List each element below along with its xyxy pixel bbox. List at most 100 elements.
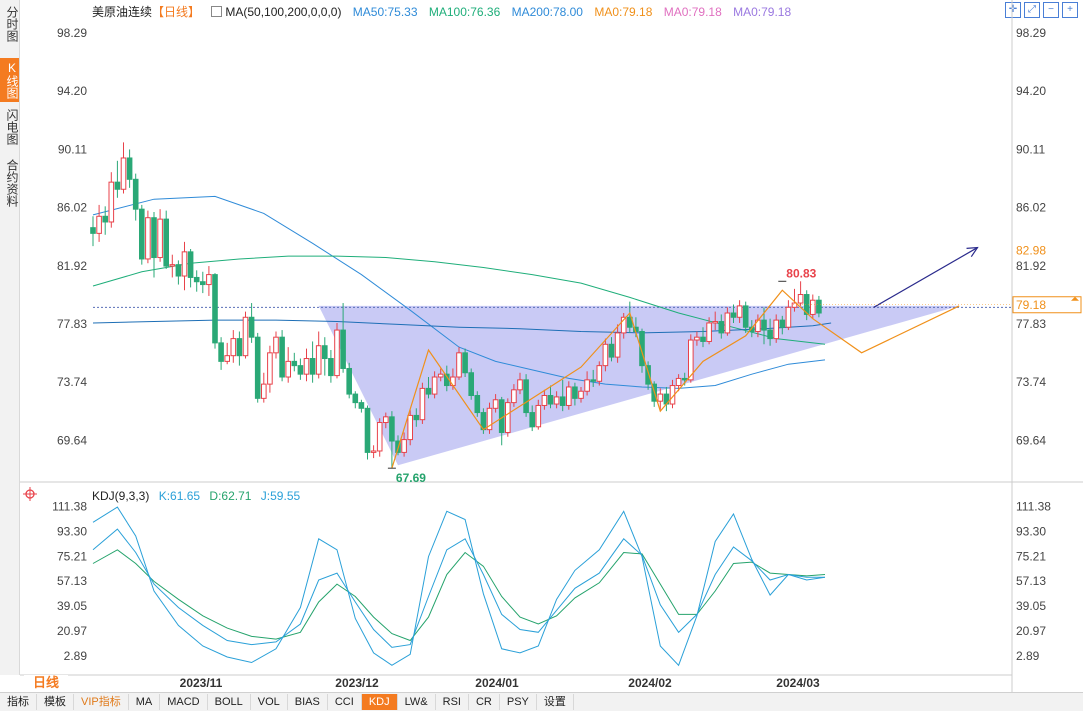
candle-body — [346, 367, 352, 395]
candle-body — [108, 181, 115, 223]
low-label: 67.69 — [396, 471, 426, 485]
candle-body — [706, 322, 712, 342]
kdj-spec[interactable]: KDJ(9,3,3) — [92, 489, 150, 503]
candle-body — [639, 330, 645, 367]
ma-spec[interactable]: MA(50,100,200,0,0,0) — [211, 5, 341, 19]
candle-body — [657, 393, 664, 402]
candle-body — [425, 387, 432, 395]
candle-body — [279, 336, 285, 378]
kdj-tick-left: 75.21 — [57, 549, 87, 563]
toolbar-item[interactable]: VIP指标 — [74, 694, 129, 710]
kdj-k-line — [92, 528, 825, 648]
toolbar-item[interactable]: KDJ — [361, 694, 398, 710]
x-tick-label: 2023/11 — [180, 676, 223, 690]
candle-body — [352, 393, 359, 404]
candle-body — [712, 321, 719, 324]
candle-body — [572, 386, 578, 399]
y-tick-left: 81.92 — [57, 259, 87, 273]
candle-body — [291, 360, 298, 367]
candle-body — [114, 181, 121, 190]
candle-body — [608, 343, 615, 358]
tab-flash[interactable]: 闪电图 — [5, 109, 19, 145]
zoom-out-icon[interactable]: − — [1043, 2, 1059, 18]
candle-body — [254, 336, 261, 399]
last-price-box — [1012, 296, 1082, 314]
kdj-d-line — [92, 549, 826, 642]
kdj-tick-left: 2.89 — [64, 649, 88, 663]
candle-body — [437, 373, 444, 378]
toolbar-item[interactable]: BIAS — [288, 694, 328, 710]
zoom-in-icon[interactable]: + — [1062, 2, 1078, 18]
candle-body — [700, 336, 706, 342]
kdj-tick-right: 57.13 — [1016, 574, 1046, 588]
ma-settings-icon[interactable] — [211, 6, 223, 17]
kdj-tick-right: 111.38 — [1016, 500, 1051, 514]
candle-body — [370, 450, 377, 453]
kdj-settings-icon[interactable] — [23, 487, 37, 501]
toolbar-item[interactable]: PSY — [500, 694, 537, 710]
candle-body — [645, 365, 651, 385]
main-legend: 美原油连续【日线】 MA(50,100,200,0,0,0) MA50:75.3… — [92, 3, 799, 20]
kdj-tick-right: 93.30 — [1016, 524, 1046, 538]
candle-body — [511, 389, 517, 404]
toolbar-item[interactable]: 设置 — [537, 694, 574, 710]
toolbar-item[interactable]: VOL — [251, 694, 288, 710]
price-chart[interactable]: 67.69 80.83 98.29 98.29 94.20 94.20 90.11 90.1… — [0, 0, 1083, 692]
expand-icon[interactable]: ⤢ — [1024, 2, 1040, 18]
ma50-line — [92, 195, 826, 389]
candle-body — [187, 251, 194, 278]
x-tick-label: 2024/03 — [776, 676, 820, 690]
candle-body — [523, 379, 529, 414]
toolbar-item[interactable]: CCI — [328, 694, 362, 710]
candle-body — [578, 390, 584, 399]
candle-body — [694, 336, 700, 341]
tab-contract-info[interactable]: 合约资料 — [5, 159, 19, 207]
kdj-d-value: D:62.71 — [209, 489, 252, 503]
candle-body — [389, 416, 395, 442]
last-price-label: 79.18 — [1016, 298, 1046, 312]
candle-body — [340, 329, 346, 369]
toolbar-item[interactable]: CR — [469, 694, 500, 710]
kdj-legend: KDJ(9,3,3) K:61.65 D:62.71 J:59.55 — [92, 489, 306, 503]
candle-body — [614, 332, 621, 358]
toolbar-item[interactable]: RSI — [436, 694, 469, 710]
period-button[interactable]: 日线 — [24, 675, 68, 691]
candle-body — [163, 218, 169, 267]
toolbar-item[interactable]: 模板 — [37, 694, 74, 710]
ma-spec-text: MA(50,100,200,0,0,0) — [225, 5, 342, 19]
candle-body — [334, 329, 340, 377]
toolbar-item[interactable]: MA — [129, 694, 161, 710]
tab-timeshare[interactable]: 分时图 — [5, 6, 19, 42]
toolbar-item[interactable]: MACD — [160, 694, 208, 710]
toolbar-item[interactable]: 指标 — [0, 694, 37, 710]
toolbar-item[interactable]: BOLL — [208, 694, 251, 710]
candle-body — [261, 383, 267, 399]
candle-body — [431, 376, 438, 395]
candle-body — [779, 319, 786, 328]
candle-body — [742, 305, 749, 328]
candle-body — [505, 402, 511, 433]
ma100-line — [92, 255, 826, 345]
candle-body — [309, 358, 316, 375]
candle-body — [364, 407, 371, 453]
candle-body — [328, 358, 334, 377]
crosshair-icon[interactable]: ✛ — [1005, 2, 1021, 18]
candle-body — [322, 345, 328, 360]
toolbar-item[interactable]: LW& — [398, 694, 436, 710]
kdj-tick-left: 57.13 — [57, 574, 87, 588]
tab-kline[interactable]: K线图 — [0, 58, 19, 102]
candle-body — [517, 379, 523, 391]
candle-body — [590, 379, 597, 382]
high-label: 80.83 — [786, 266, 816, 280]
y-tick-right: 98.29 — [1016, 26, 1046, 40]
x-tick-label: 2024/01 — [475, 676, 519, 690]
y-tick-right: 90.11 — [1016, 142, 1045, 156]
candle-body — [724, 312, 731, 334]
candle-body — [456, 352, 462, 378]
candle-body — [102, 215, 109, 223]
candle-body — [596, 365, 603, 382]
candle-body — [535, 404, 542, 428]
candle-body — [90, 227, 96, 234]
instrument-title: 美原油连续 — [92, 5, 153, 19]
